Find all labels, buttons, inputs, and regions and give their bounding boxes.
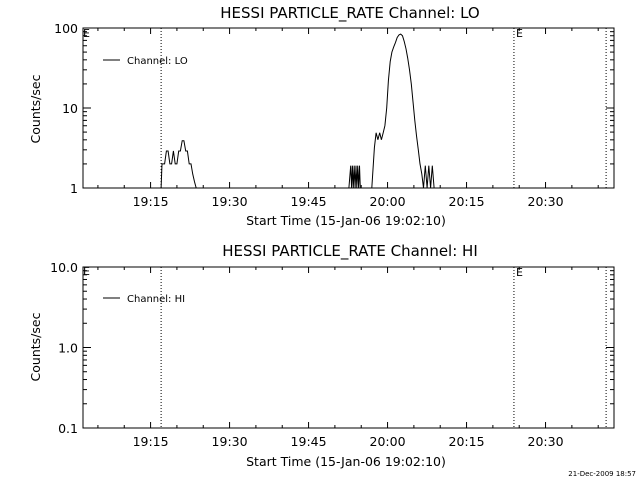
series-line	[348, 165, 362, 189]
x-tick-label: 19:30	[212, 194, 248, 209]
y-tick-label: 10	[62, 101, 78, 116]
corner-label: E	[83, 27, 90, 40]
x-tick-label: 19:45	[291, 434, 327, 449]
x-axis-label: Start Time (15-Jan-06 19:02:10)	[246, 454, 446, 469]
x-tick-label: 20:15	[449, 194, 485, 209]
y-tick-label: 1	[70, 181, 78, 196]
y-tick-label: 1.0	[58, 341, 78, 356]
legend: Channel: HI	[103, 294, 185, 305]
legend-label: Channel: LO	[127, 56, 188, 67]
x-tick-label: 19:45	[291, 194, 327, 209]
x-tick-label: 20:30	[528, 434, 564, 449]
x-tick-label: 20:15	[449, 434, 485, 449]
x-tick-label: 19:15	[133, 434, 169, 449]
panel-hi: HESSI PARTICLE_RATE Channel: HI Counts/s…	[28, 242, 615, 469]
legend: Channel: LO	[103, 56, 188, 67]
chart-title: HESSI PARTICLE_RATE Channel: HI	[222, 242, 478, 261]
y-axis-label: Counts/sec	[28, 74, 43, 143]
x-tick-label: 20:30	[528, 194, 564, 209]
legend-label: Channel: HI	[127, 294, 185, 305]
series-line	[371, 33, 435, 189]
corner-label: E	[83, 265, 90, 278]
panel-lo: HESSI PARTICLE_RATE Channel: LO Counts/s…	[28, 4, 615, 228]
footer-timestamp: 21-Dec-2009 18:57	[568, 470, 636, 478]
y-tick-label: 0.1	[58, 421, 78, 436]
y-axis-label: Counts/sec	[28, 312, 43, 381]
x-tick-label: 19:30	[212, 434, 248, 449]
plot-frame	[82, 266, 615, 429]
x-tick-label: 19:15	[133, 194, 169, 209]
x-tick-label: 20:00	[370, 434, 406, 449]
y-tick-label: 100	[54, 21, 78, 36]
event-marker-label: E	[516, 27, 523, 40]
x-tick-label: 20:00	[370, 194, 406, 209]
chart-title: HESSI PARTICLE_RATE Channel: LO	[220, 4, 479, 23]
x-axis-label: Start Time (15-Jan-06 19:02:10)	[246, 213, 446, 228]
series-line	[160, 140, 198, 189]
event-marker-label: E	[516, 266, 523, 279]
y-tick-label: 10.0	[50, 260, 78, 275]
